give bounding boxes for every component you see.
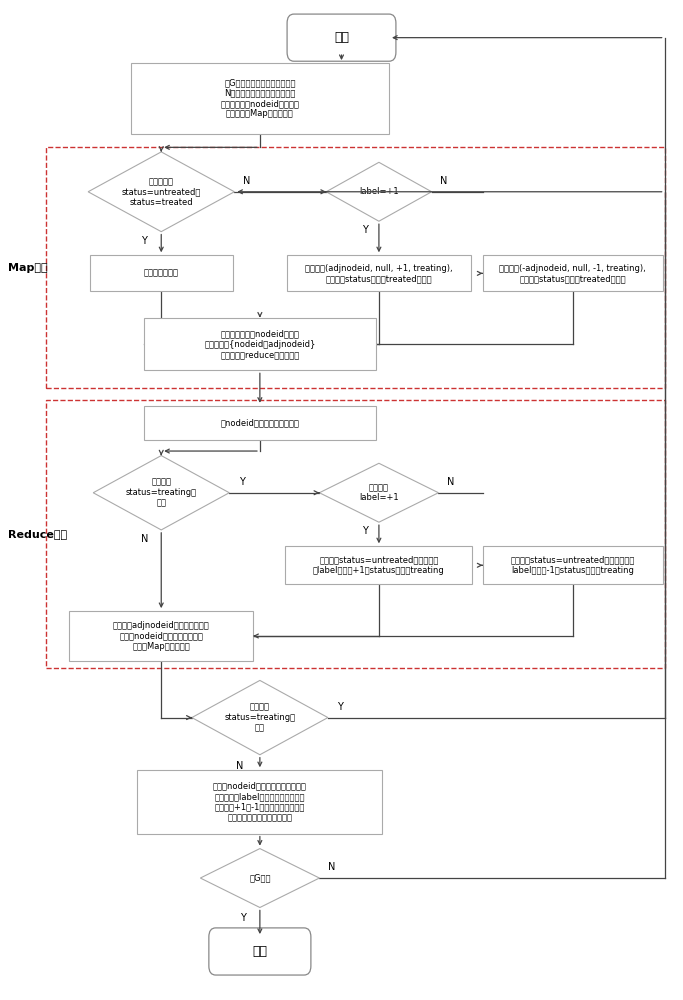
Text: 输出记录按关键nodeid进行哈
希处理并按{nodeid，adjnodeid}
排序后作为reduce函数的输入: 输出记录按关键nodeid进行哈 希处理并按{nodeid，adjnodeid}…	[204, 329, 316, 359]
Text: Y: Y	[141, 236, 147, 246]
Bar	[130, 63, 389, 134]
Polygon shape	[326, 162, 432, 221]
Bar	[287, 255, 471, 291]
Text: 该记录的
label=+1: 该记录的 label=+1	[359, 483, 399, 502]
Bar	[285, 546, 473, 584]
Text: 在G图中随机选取一个种子节点
N，初始化所有边按四元组记录
表示，按关键nodeid进行哈希
处理后作为Map函数的输入: 在G图中随机选取一个种子节点 N，初始化所有边按四元组记录 表示，按关键node…	[221, 78, 299, 118]
Polygon shape	[200, 849, 320, 908]
Text: 结束: 结束	[253, 945, 267, 958]
Text: 图G为空: 图G为空	[249, 874, 270, 883]
Text: label=+1: label=+1	[359, 187, 399, 196]
Text: Reduce函数: Reduce函数	[8, 529, 68, 539]
Text: 将该组中status=untreated的出边记录
的label设置为+1，status设置为treating: 将该组中status=untreated的出边记录 的label设置为+1，st…	[313, 556, 445, 575]
Text: 将所有nodeid相同的记录组成一组，
计算其标签label的并集，输出标签集
同时包含+1和-1的节点组成一个强连
通分量，并从图中删除该节点: 将所有nodeid相同的记录组成一组， 计算其标签label的并集，输出标签集 …	[213, 782, 307, 822]
Bar	[483, 255, 663, 291]
Text: N: N	[141, 534, 148, 544]
Text: 开始: 开始	[334, 31, 349, 44]
Bar	[46, 147, 665, 388]
Bar	[144, 406, 376, 440]
Text: 原样输出该记录: 原样输出该记录	[143, 269, 179, 278]
Text: Y: Y	[238, 477, 245, 487]
Polygon shape	[88, 152, 234, 232]
Text: 将nodeid相同的记录组成一组: 将nodeid相同的记录组成一组	[221, 418, 299, 427]
Text: Y: Y	[337, 702, 343, 712]
Text: N: N	[447, 477, 454, 487]
Text: 将该组中status=untreated的入边记录的
label设置为-1，status设置为treating: 将该组中status=untreated的入边记录的 label设置为-1，st…	[511, 556, 635, 575]
FancyBboxPatch shape	[209, 928, 311, 975]
Text: N: N	[328, 862, 335, 872]
Text: Y: Y	[240, 913, 246, 923]
Text: N: N	[440, 176, 447, 186]
Text: 输出所有adjnodeid不为空的记录，
按关键nodeid进行哈希处理后输
出作为Map函数的输入: 输出所有adjnodeid不为空的记录， 按关键nodeid进行哈希处理后输 出…	[113, 621, 210, 651]
Bar	[144, 318, 376, 370]
Text: N: N	[243, 176, 250, 186]
Bar	[90, 255, 233, 291]
Text: 输出记录(adjnodeid, null, +1, treating),
将原记录status设置为treated并输出: 输出记录(adjnodeid, null, +1, treating), 将原记…	[305, 264, 453, 283]
Text: Map函数: Map函数	[8, 263, 48, 273]
Polygon shape	[320, 463, 438, 522]
Text: 是否存在
status=treating的
记录: 是否存在 status=treating的 记录	[224, 703, 296, 732]
Text: N: N	[236, 761, 243, 771]
Bar	[70, 611, 253, 661]
Bar	[46, 400, 665, 668]
Bar	[483, 546, 663, 584]
Text: Y: Y	[363, 225, 368, 235]
FancyBboxPatch shape	[287, 14, 396, 61]
Polygon shape	[192, 680, 328, 755]
Polygon shape	[93, 456, 229, 530]
Bar	[137, 770, 382, 834]
Text: 输入记录的
status=untreated或
status=treated: 输入记录的 status=untreated或 status=treated	[122, 177, 201, 207]
Text: Y: Y	[363, 526, 368, 536]
Text: 该组中有
status=treating的
记录: 该组中有 status=treating的 记录	[126, 478, 197, 508]
Text: 输出记录(-adjnodeid, null, -1, treating),
将原记录status设置为treated并输出: 输出记录(-adjnodeid, null, -1, treating), 将原…	[499, 264, 646, 283]
